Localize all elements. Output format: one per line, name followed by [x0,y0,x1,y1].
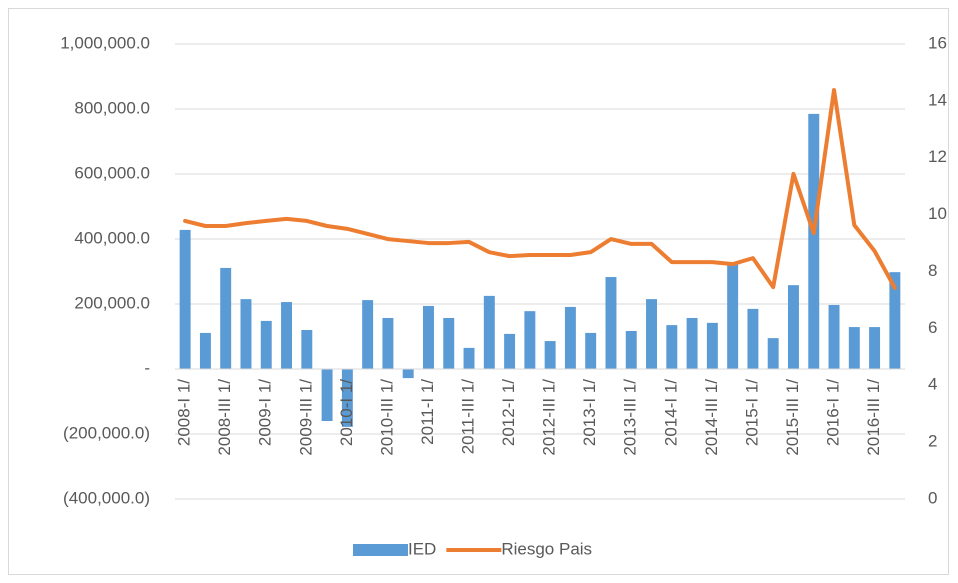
x-tick-label: 2014-III 1/ [702,379,721,456]
bar [787,285,799,369]
x-tick-label: 2012-III 1/ [540,379,559,456]
y-tick-label: (400,000.0) [63,488,150,507]
x-tick-label: 2008-I 1/ [175,379,194,446]
bar [524,311,536,369]
bar [686,317,698,369]
bar [301,330,313,369]
bar [483,295,495,369]
x-tick-label: 2008-III 1/ [215,379,234,456]
x-tick-label: 2013-III 1/ [621,379,640,456]
x-tick-label: 2012-I 1/ [499,379,518,446]
y2-tick-label: 8 [928,261,937,280]
bar [706,322,718,369]
bar [362,300,374,369]
bar [848,327,860,369]
x-tick-label: 2016-III 1/ [864,379,883,456]
bar [260,320,272,369]
bar [646,299,658,369]
bar [463,347,475,369]
y-tick-label: 800,000.0 [74,98,150,117]
line [183,88,897,290]
x-tick-label: 2011-I 1/ [418,379,437,445]
y-tick-label: - [144,358,150,377]
x-tick-label: 2010-III 1/ [377,379,396,456]
bar [199,332,211,369]
bar [179,229,191,369]
y2-tick-label: 4 [928,375,937,394]
bar [828,304,840,369]
bar [889,272,901,369]
y-tick-label: 200,000.0 [74,293,150,312]
y-tick-label: 1,000,000.0 [60,33,150,52]
bar [341,369,353,427]
bar [544,341,556,369]
y2-tick-label: 0 [928,488,937,507]
legend-label: Riesgo Pais [501,539,592,558]
bar [220,267,232,369]
x-tick-label: 2009-III 1/ [296,379,315,456]
bar [564,306,576,369]
x-tick-label: 2014-I 1/ [661,379,680,446]
y-tick-label: 400,000.0 [74,228,150,247]
bar [605,277,617,369]
y-tick-label: (200,000.0) [63,423,150,442]
legend-swatch [353,544,408,556]
y2-tick-label: 6 [928,318,937,337]
x-tick-label: 2015-III 1/ [783,379,802,456]
bar [240,299,252,369]
bar [625,330,637,369]
bar [767,338,779,369]
x-tick-label: 2013-I 1/ [580,379,599,446]
y2-tick-label: 2 [928,432,937,451]
y-tick-label: 600,000.0 [74,163,150,182]
bar [321,369,333,421]
bar [281,302,293,369]
bar [869,327,881,369]
bar [504,333,516,369]
x-tick-label: 2016-I 1/ [824,379,843,446]
bar [727,263,739,369]
y2-tick-label: 12 [928,147,947,166]
x-tick-label: 2015-I 1/ [742,379,761,446]
x-tick-label: 2011-III 1/ [459,379,478,455]
bar [402,369,414,379]
y2-tick-label: 14 [928,90,947,109]
bar [585,332,597,369]
x-tick-label: 2009-I 1/ [256,379,275,446]
bar [666,325,678,369]
bar [382,317,394,369]
bar [808,113,820,369]
y2-tick-label: 10 [928,204,947,223]
bar [422,305,434,369]
y2-tick-label: 16 [928,33,947,52]
legend-label: IED [408,539,436,558]
bar [747,308,759,369]
x-tick-label: 2010-I 1/ [337,379,356,446]
bar [443,317,455,369]
